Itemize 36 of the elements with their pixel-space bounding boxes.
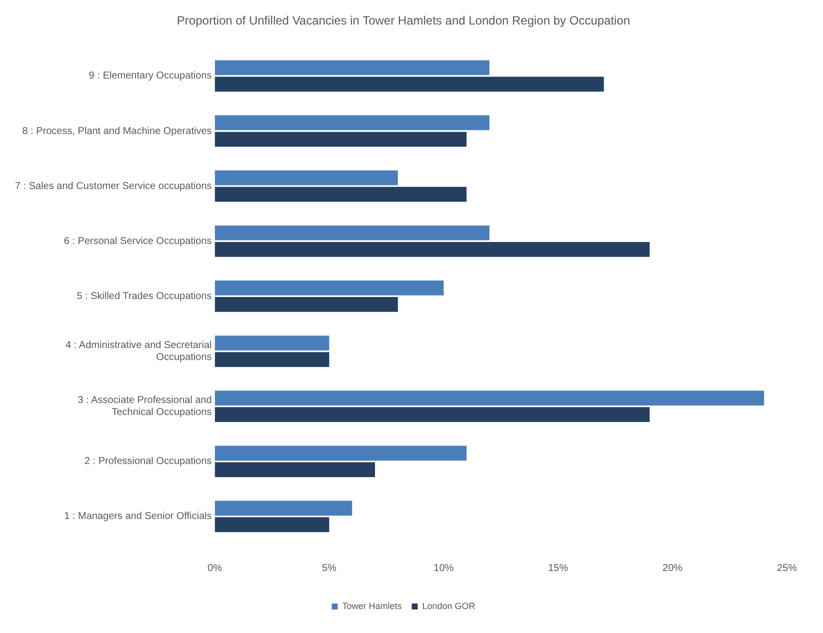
chart-title: Proportion of Unfilled Vacancies in Tower Hamlets and London Region by Occupation bbox=[176, 14, 630, 28]
legend-label: London GOR bbox=[422, 600, 476, 611]
bar bbox=[214, 115, 490, 130]
x-tick-label: 20% bbox=[662, 562, 683, 574]
y-tick-label: 2 : Professional Occupations bbox=[84, 456, 212, 468]
y-tick-label: 3 : Associate Professional and Technical Occupations bbox=[78, 395, 212, 418]
bar bbox=[214, 407, 650, 422]
bar bbox=[214, 336, 330, 350]
bar bbox=[214, 390, 764, 406]
y-tick-label: 7 : Sales and Customer Service occupations bbox=[14, 180, 212, 192]
bar bbox=[214, 446, 467, 461]
bar bbox=[214, 170, 398, 186]
y-tick-label: 5 : Skilled Trades Occupations bbox=[76, 290, 212, 302]
x-tick-label: 0% bbox=[208, 562, 222, 574]
bar bbox=[214, 352, 330, 367]
bar bbox=[214, 76, 604, 92]
x-tick-label: 5% bbox=[322, 562, 337, 574]
bar bbox=[214, 462, 375, 478]
y-tick-label: 8 : Process, Plant and Machine Operatives bbox=[22, 126, 212, 137]
bar bbox=[214, 225, 490, 240]
y-tick-label: 6 : Personal Service Occupations bbox=[64, 236, 212, 247]
bar bbox=[214, 517, 330, 532]
bar bbox=[214, 500, 352, 516]
bar bbox=[214, 280, 444, 296]
y-tick-label: 9 : Elementary Occupations bbox=[88, 70, 212, 82]
x-tick-label: 10% bbox=[434, 562, 454, 574]
bar bbox=[214, 132, 467, 147]
bar bbox=[214, 242, 650, 257]
x-tick-label: 25% bbox=[776, 562, 798, 574]
y-tick-label: 4 : Administrative and Secretarial Occupations bbox=[66, 340, 212, 364]
bar bbox=[214, 297, 398, 312]
y-tick-label: 1 : Managers and Senior Officials bbox=[64, 511, 212, 522]
bar bbox=[214, 60, 490, 76]
legend-label: Tower Hamlets bbox=[342, 600, 402, 611]
x-tick-label: 15% bbox=[548, 562, 568, 574]
bar bbox=[214, 186, 467, 202]
